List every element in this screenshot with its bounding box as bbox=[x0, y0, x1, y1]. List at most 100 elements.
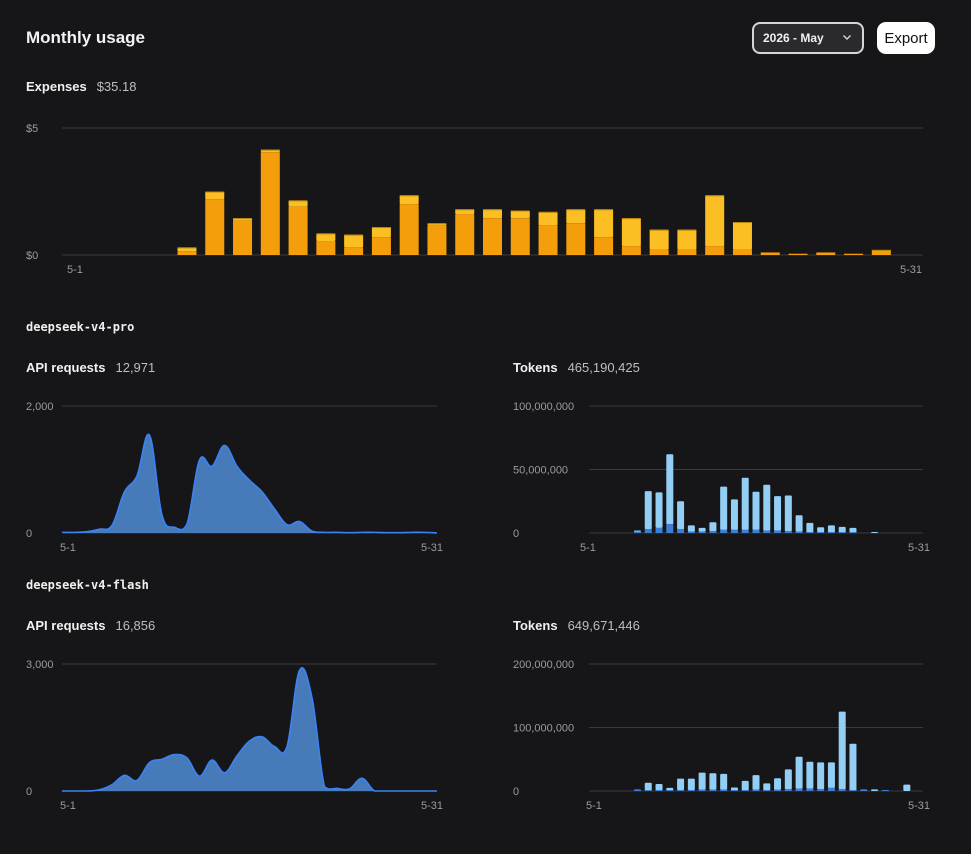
flash-tokens-bar-segment-top bbox=[806, 761, 814, 789]
pro-tokens-x-tick-label: 5-1 bbox=[580, 542, 596, 554]
flash-tokens-bar-segment-top bbox=[827, 762, 835, 788]
flash-tokens-bar-segment-base bbox=[709, 789, 717, 791]
pro-requests-label: API requests bbox=[26, 360, 106, 375]
month-select[interactable]: 2026 - May bbox=[752, 22, 864, 54]
pro-tokens-bar-segment-base bbox=[817, 532, 825, 533]
pro-tokens-bar-segment-top bbox=[720, 486, 728, 530]
expenses-x-tick-label: 5-31 bbox=[900, 264, 922, 276]
flash-tokens-bar-segment-top bbox=[817, 762, 825, 790]
pro-tokens-bar-segment-base bbox=[709, 531, 717, 533]
flash-tokens-bar-segment-top bbox=[903, 784, 911, 791]
expenses-bar-segment-base bbox=[205, 199, 225, 255]
expenses-bar-segment-base bbox=[483, 218, 502, 255]
flash-tokens-bar-segment-base bbox=[666, 790, 674, 791]
expenses-bar-segment-top bbox=[538, 211, 558, 226]
pro-tokens-bar-segment-base bbox=[849, 532, 857, 533]
export-button[interactable]: Export bbox=[877, 22, 935, 54]
expenses-y-tick-label: $0 bbox=[26, 250, 38, 262]
flash-tokens-x-tick-label: 5-1 bbox=[586, 800, 602, 812]
expenses-value: $35.18 bbox=[96, 79, 137, 94]
flash-tokens-bar-segment-base bbox=[795, 788, 803, 791]
pro-tokens-bar-segment-top bbox=[677, 501, 685, 530]
flash-tokens-bar-segment-top bbox=[720, 773, 728, 790]
flash-requests-value: 16,856 bbox=[115, 618, 156, 633]
expenses-bar-segment-base bbox=[816, 252, 836, 255]
pro-requests-y-tick-label: 2,000 bbox=[26, 401, 54, 413]
pro-requests-x-tick-label: 5-31 bbox=[421, 542, 443, 554]
pro-requests-summary: API requests 12,971 bbox=[26, 360, 155, 375]
flash-tokens-bar-segment-base bbox=[849, 790, 857, 791]
pro-tokens-bar-segment-top bbox=[730, 499, 738, 530]
pro-tokens-label: Tokens bbox=[513, 360, 558, 375]
flash-tokens-bar-segment-top bbox=[849, 743, 857, 791]
flash-tokens-bar-segment-top bbox=[709, 773, 717, 790]
pro-tokens-bar-segment-top bbox=[752, 491, 760, 530]
expenses-bar-segment-top bbox=[455, 209, 475, 215]
expenses-bar-segment-base bbox=[344, 247, 364, 255]
expenses-summary: Expenses $35.18 bbox=[26, 79, 136, 94]
flash-tokens-bar-segment-base bbox=[806, 788, 814, 791]
pro-tokens-y-tick-label: 50,000,000 bbox=[513, 465, 568, 477]
pro-tokens-bar-segment-top bbox=[687, 525, 695, 532]
flash-tokens-bar-segment-top bbox=[677, 778, 685, 791]
pro-tokens-bar-segment-top bbox=[666, 454, 674, 525]
flash-tokens-y-tick-label: 0 bbox=[513, 786, 519, 798]
expenses-bar-segment-top bbox=[566, 209, 586, 224]
expenses-bar-segment-top bbox=[594, 209, 614, 238]
expenses-bar-segment-base bbox=[677, 249, 697, 255]
flash-tokens-bar-segment-top bbox=[687, 778, 695, 791]
expenses-bar-segment-base bbox=[760, 252, 780, 255]
expenses-bar-segment-top bbox=[705, 195, 725, 247]
flash-tokens-bar-segment-base bbox=[881, 790, 889, 791]
flash-tokens-bar-segment-top bbox=[752, 775, 760, 790]
flash-tokens-bar-segment-base bbox=[655, 790, 663, 791]
pro-tokens-y-tick-label: 100,000,000 bbox=[513, 401, 574, 413]
model-name-pro: deepseek-v4-pro bbox=[26, 320, 135, 334]
pro-tokens-bar-segment-top bbox=[817, 527, 825, 533]
flash-tokens-bar-segment-base bbox=[817, 789, 825, 791]
pro-tokens-bar-segment-base bbox=[666, 524, 674, 533]
pro-tokens-bar-segment-top bbox=[655, 492, 663, 528]
expenses-x-tick-label: 5-1 bbox=[67, 264, 83, 276]
flash-tokens-bar-segment-base bbox=[687, 790, 695, 791]
pro-tokens-bar-segment-base bbox=[720, 529, 728, 533]
flash-tokens-bar-segment-top bbox=[774, 778, 782, 790]
pro-tokens-bar-segment-base bbox=[806, 532, 814, 533]
expenses-bar-segment-base bbox=[649, 249, 669, 255]
page-title: Monthly usage bbox=[26, 28, 146, 47]
expenses-bar-segment-base bbox=[705, 246, 725, 255]
pro-tokens-bar-segment-base bbox=[741, 529, 749, 533]
flash-requests-series-line bbox=[61, 667, 437, 792]
pro-tokens-bar-segment-base bbox=[687, 531, 695, 533]
flash-tokens-value: 649,671,446 bbox=[567, 618, 640, 633]
flash-tokens-bar-segment-base bbox=[698, 789, 706, 791]
pro-tokens-x-tick-label: 5-31 bbox=[908, 542, 930, 554]
expenses-bar-segment-base bbox=[566, 223, 586, 255]
flash-tokens-bar-segment-top bbox=[741, 780, 749, 791]
flash-requests-y-tick-label: 0 bbox=[26, 786, 32, 798]
flash-tokens-bar-segment-base bbox=[677, 790, 685, 791]
expenses-bar-segment-base bbox=[844, 253, 864, 255]
pro-tokens-bar-segment-top bbox=[633, 530, 641, 532]
expenses-bar-segment-top bbox=[677, 229, 697, 250]
flash-requests-label: API requests bbox=[26, 618, 106, 633]
flash-requests-x-tick-label: 5-1 bbox=[60, 800, 76, 812]
flash-requests-area-fill bbox=[62, 667, 437, 791]
pro-tokens-bar-segment-top bbox=[806, 522, 814, 533]
flash-tokens-bar-segment-base bbox=[860, 790, 868, 791]
flash-tokens-bar-segment-top bbox=[730, 787, 738, 791]
expenses-bar-segment-top bbox=[316, 233, 336, 242]
flash-requests-summary: API requests 16,856 bbox=[26, 618, 155, 633]
pro-tokens-bar-segment-top bbox=[871, 531, 879, 533]
pro-tokens-bar-segment-top bbox=[827, 525, 835, 533]
flash-tokens-y-tick-label: 200,000,000 bbox=[513, 659, 574, 671]
pro-tokens-bar-segment-base bbox=[795, 531, 803, 533]
expenses-bar-segment-top bbox=[371, 227, 391, 238]
flash-tokens-bar-segment-top bbox=[838, 711, 846, 790]
pro-tokens-bar-segment-base bbox=[677, 529, 685, 533]
expenses-bar-segment-base bbox=[288, 206, 308, 255]
flash-requests-x-tick-label: 5-31 bbox=[421, 800, 443, 812]
expenses-bar-segment-base bbox=[233, 220, 253, 255]
pro-tokens-bar-segment-base bbox=[784, 531, 792, 533]
